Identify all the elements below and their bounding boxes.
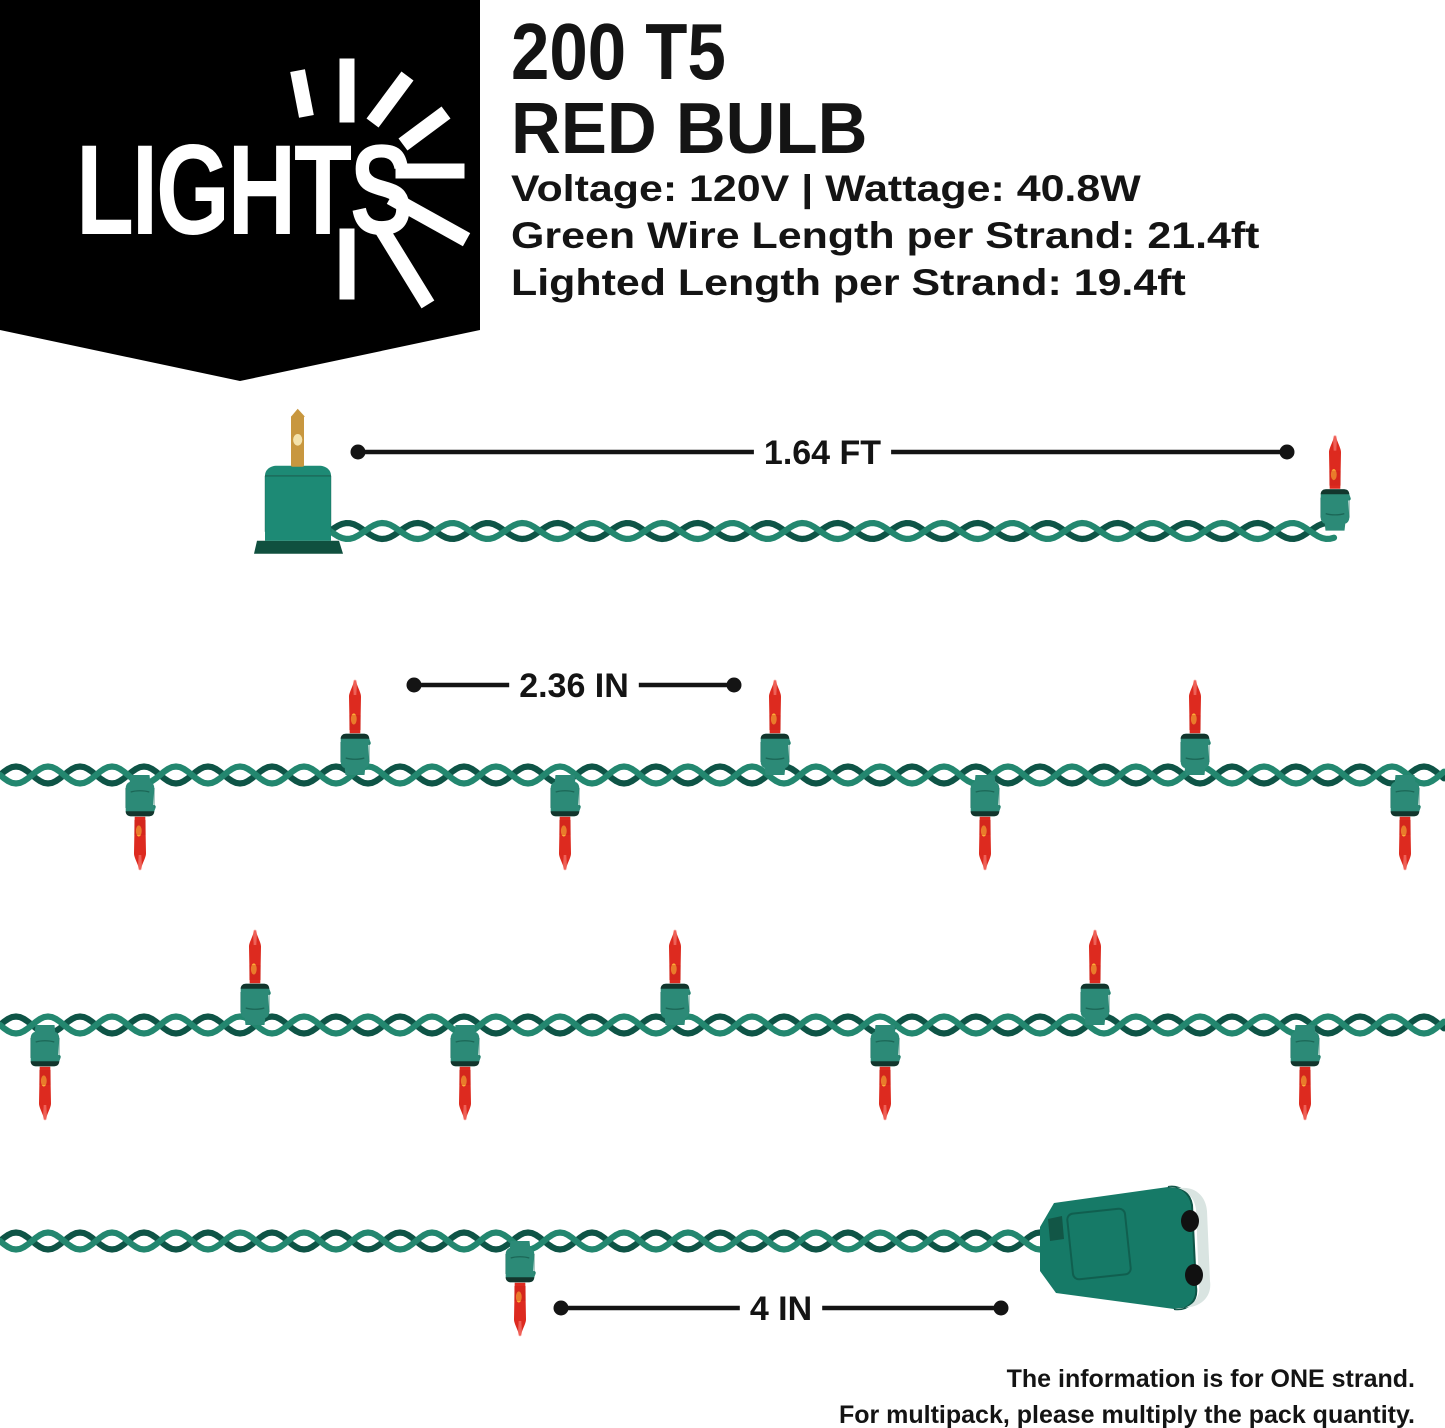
svg-text:1.64 FT: 1.64 FT: [764, 434, 881, 472]
svg-text:4 IN: 4 IN: [750, 1290, 812, 1328]
svg-text:LIGHTS: LIGHTS: [76, 119, 411, 262]
svg-text:2.36 IN: 2.36 IN: [519, 667, 629, 705]
